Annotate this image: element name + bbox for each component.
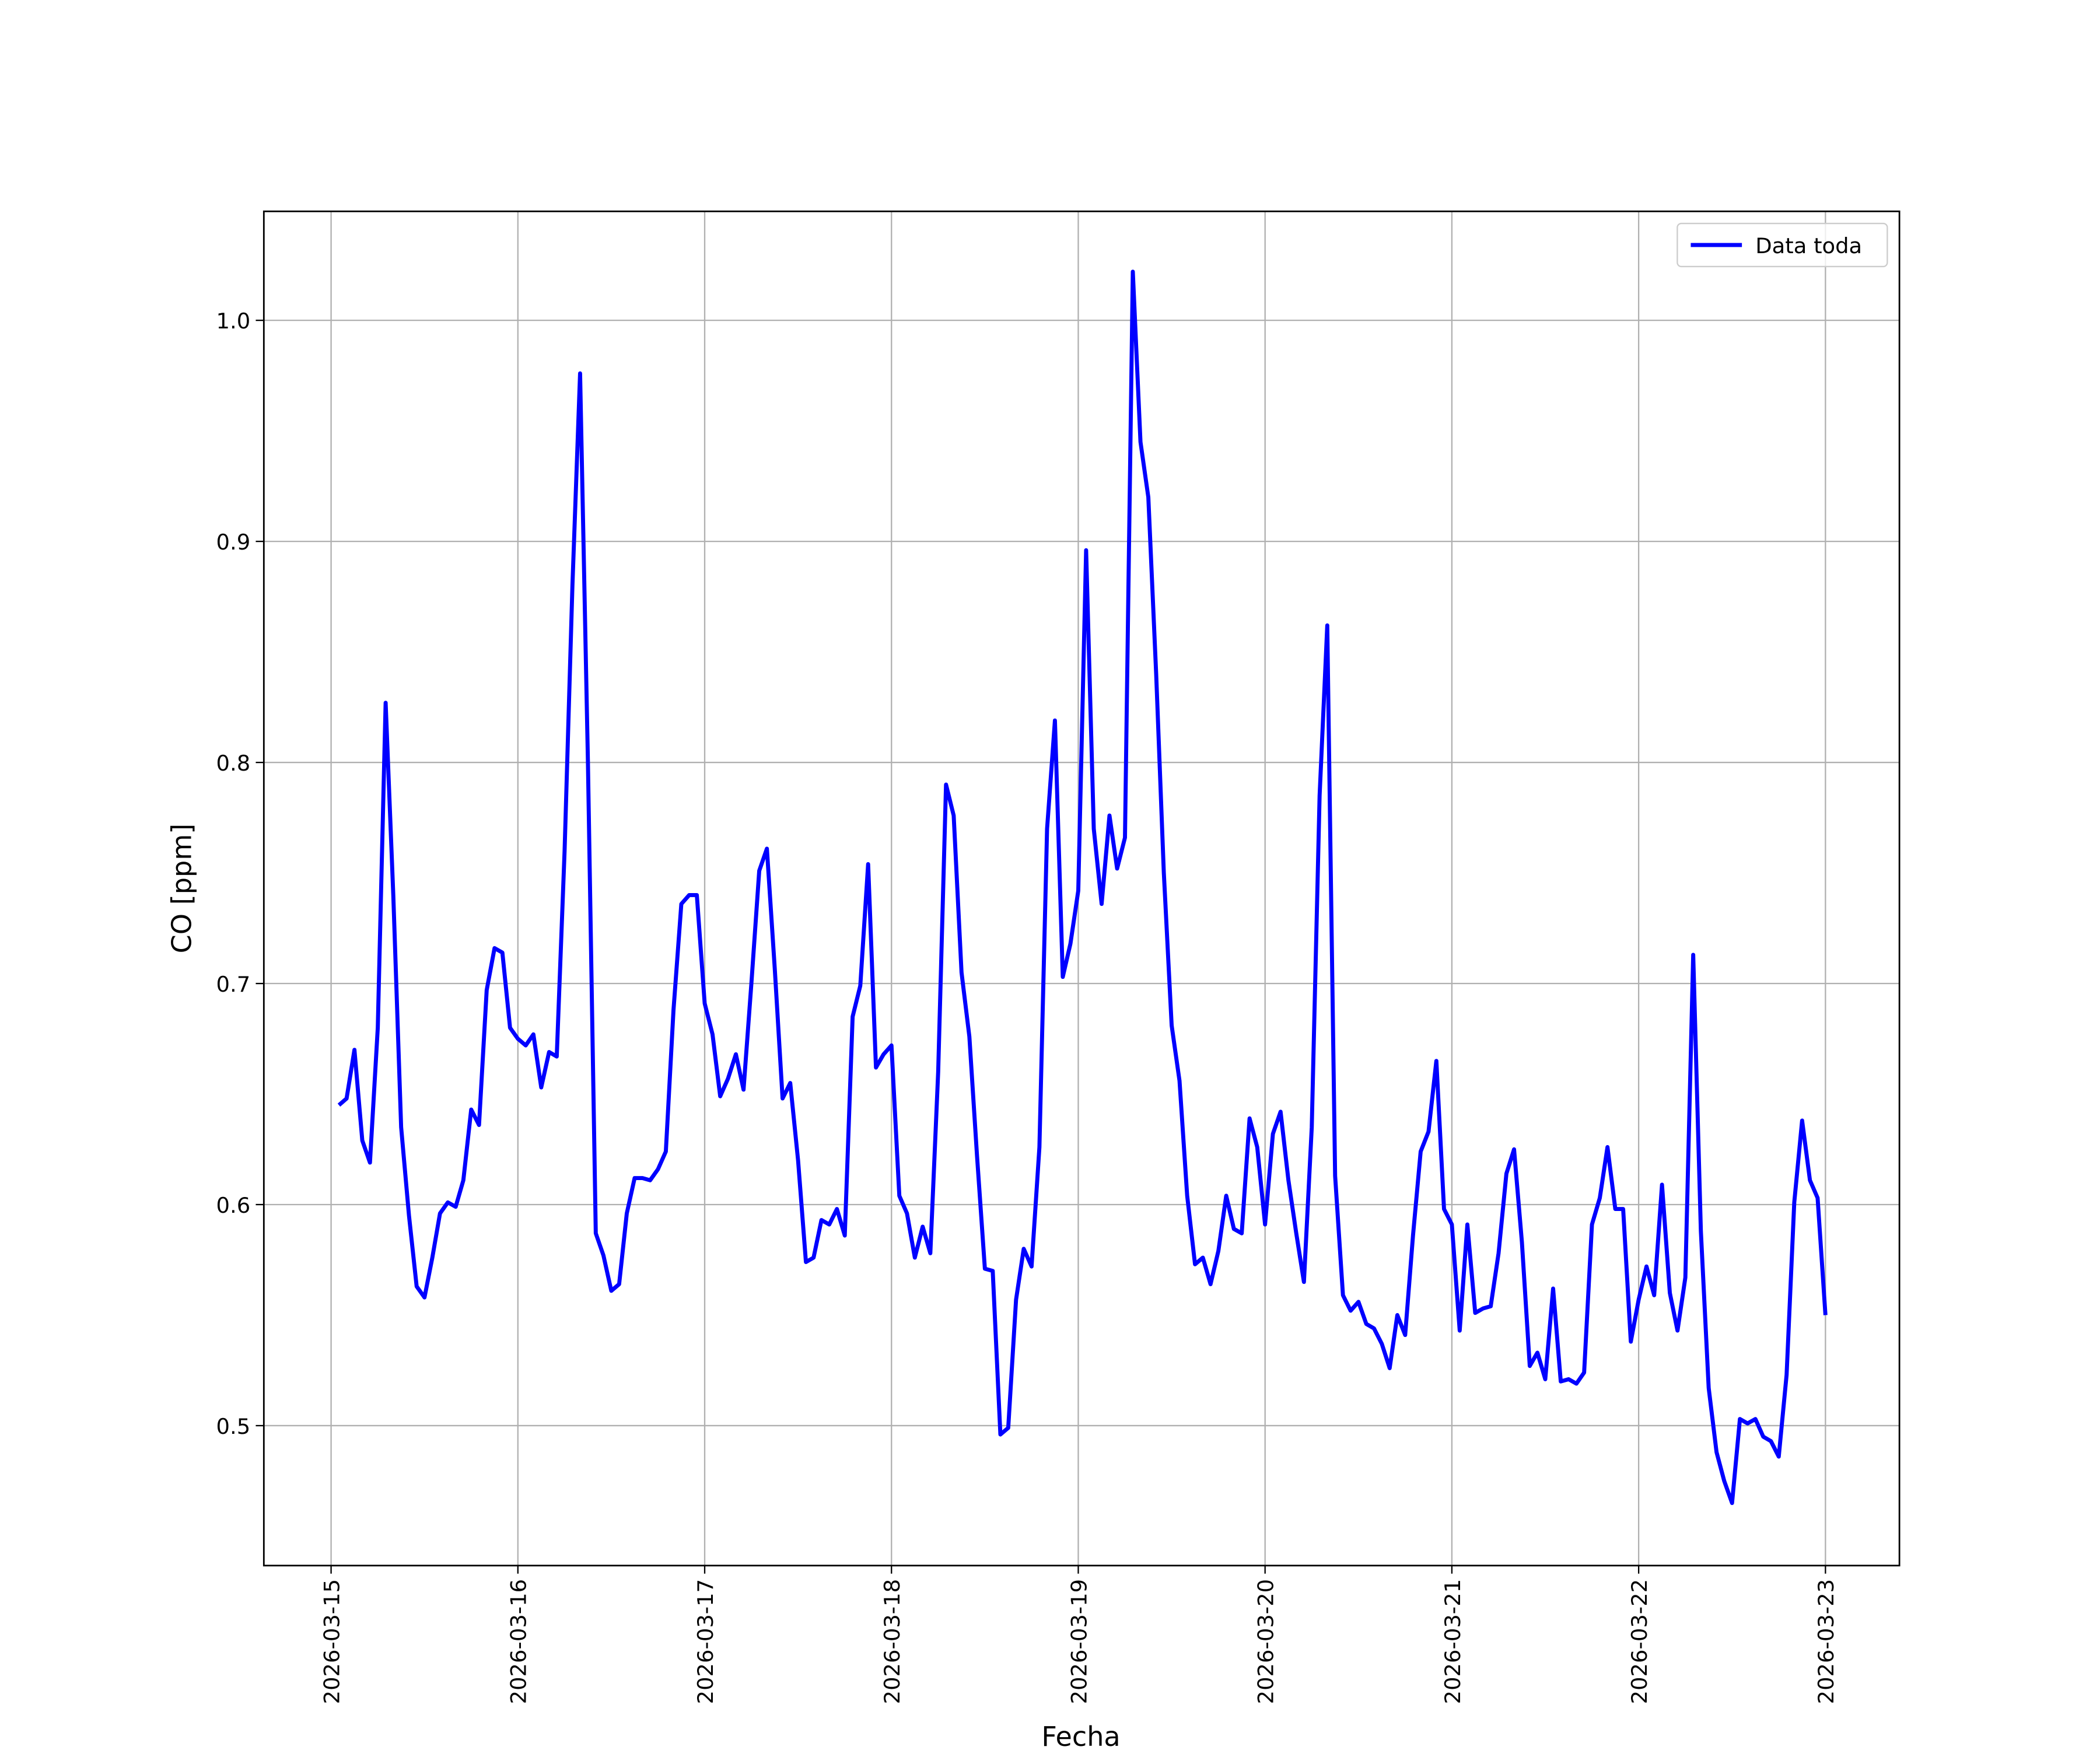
x-tick-label: 2026-03-19	[1066, 1579, 1091, 1704]
y-tick-label: 0.7	[216, 972, 251, 997]
legend-label: Data toda	[1755, 233, 1862, 258]
y-tick-label: 1.0	[216, 309, 251, 334]
legend-box	[1676, 222, 1888, 268]
x-tick-label: 2026-03-16	[506, 1579, 531, 1704]
plot-frame	[262, 210, 1901, 1567]
y-axis-label: CO [ppm]	[166, 824, 198, 954]
x-tick-label: 2026-03-22	[1627, 1579, 1652, 1704]
x-tick-label: 2026-03-20	[1254, 1579, 1279, 1704]
x-tick-label: 2026-03-17	[693, 1579, 718, 1704]
x-tick-label: 2026-03-15	[319, 1579, 344, 1704]
x-tick-label: 2026-03-18	[880, 1579, 905, 1704]
x-tick-label: 2026-03-21	[1440, 1579, 1465, 1704]
x-tick-label: 2026-03-23	[1814, 1579, 1839, 1704]
x-axis-label: Fecha	[1041, 1721, 1120, 1750]
y-tick-label: 0.6	[216, 1193, 251, 1218]
data-line	[337, 270, 1828, 1506]
y-tick-label: 0.5	[216, 1414, 251, 1439]
y-tick-label: 0.8	[216, 751, 251, 776]
legend: Data toda	[1676, 222, 1888, 268]
y-tick-label: 0.9	[216, 530, 251, 555]
